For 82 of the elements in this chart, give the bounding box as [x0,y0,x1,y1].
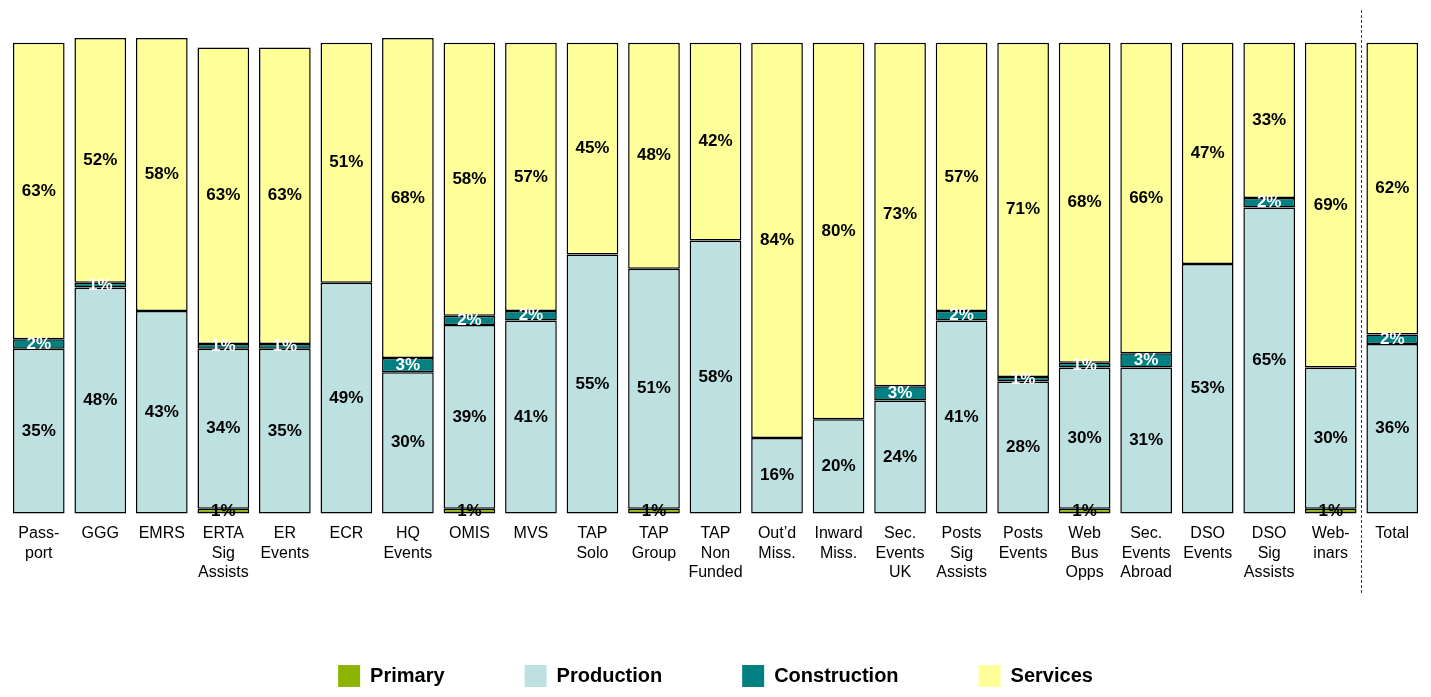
legend-label: Services [1010,663,1093,686]
legend-label: Construction [774,663,899,686]
data-label: 42% [698,131,733,151]
x-tick-label: Posts Events [998,524,1048,561]
data-label: 16% [760,465,795,485]
data-label: 65% [1252,350,1287,370]
data-label: 33% [1252,110,1287,130]
x-tick-label: HQ Events [383,524,433,561]
data-label: 49% [329,387,364,407]
data-label: 45% [575,138,610,158]
x-tick-label: Sec. Events UK [875,524,925,580]
data-label: 39% [452,406,487,426]
data-label: 47% [1190,143,1225,163]
data-label: 43% [144,401,179,421]
data-label: 63% [21,180,56,200]
x-tick-label: Web-inars [1311,524,1350,561]
data-label: 35% [21,420,56,440]
data-label: 80% [821,220,856,240]
x-tick-label: TAP Solo [576,524,609,561]
x-tick-label: Total [1375,524,1410,542]
data-label: 53% [1190,378,1225,398]
data-label: 3% [1133,350,1159,370]
data-label: 2% [1256,192,1282,212]
data-label: 2% [457,310,482,330]
data-label: 55% [575,373,610,393]
data-label: 51% [329,152,364,172]
data-label: 84% [760,230,795,250]
data-label: 41% [513,406,548,426]
x-tick-label: MVS [513,524,549,542]
data-label: 51% [636,378,671,398]
data-label: 36% [1375,418,1410,438]
data-label: 48% [83,390,118,410]
data-label: 48% [636,145,671,165]
x-tick-label: TAP Group [631,524,677,561]
x-tick-label: EMRS [138,524,185,542]
x-tick-label: Sec. Events Abroad [1120,524,1172,580]
data-label: 62% [1375,178,1410,198]
legend-label: Production [556,663,663,686]
data-label: 30% [1067,427,1102,447]
data-label: 69% [1313,194,1348,214]
data-label: 63% [206,185,241,205]
data-label: 30% [390,432,425,452]
data-label: 24% [883,446,918,466]
data-label: 2% [518,305,544,325]
legend-label: Primary [370,663,446,686]
data-label: 57% [513,166,548,186]
data-label: 71% [1006,199,1041,219]
data-label: 66% [1129,187,1164,207]
x-tick-label: Out’d Miss. [757,524,797,561]
data-label: 2% [26,333,52,353]
data-label: 68% [1067,192,1102,212]
data-label: 30% [1313,427,1348,447]
data-label: 58% [698,366,733,386]
x-tick-label: ER Events [260,524,310,561]
x-tick-label: DSO Sig Assists [1243,524,1295,580]
data-label: 68% [390,187,425,207]
data-label: 73% [883,204,918,224]
data-label: 41% [944,406,979,426]
x-tick-label: ECR [329,524,364,542]
x-tick-label: GGG [81,524,119,542]
x-tick-label: DSO Events [1183,524,1233,561]
data-label: 58% [452,168,487,188]
data-label: 31% [1129,430,1164,450]
data-label: 57% [944,166,979,186]
x-tick-label: OMIS [448,524,490,542]
data-label: 3% [395,354,421,374]
data-label: 63% [267,185,302,205]
x-tick-label: Pass-port [18,524,60,561]
x-tick-label: ERTA Sig Assists [197,524,249,580]
data-label: 34% [206,418,241,438]
data-label: 2% [1379,328,1405,348]
data-label: 52% [83,150,118,170]
x-tick-label: TAP Non Funded [688,524,743,580]
x-tick-label: Posts Sig Assists [936,524,987,580]
x-tick-label: Web Bus Opps [1065,524,1104,580]
data-label: 2% [949,305,974,325]
data-label: 3% [887,383,913,403]
data-label: 20% [821,456,856,476]
data-label: 28% [1006,437,1041,457]
data-label: 35% [267,420,302,440]
x-tick-label: Inward Miss. [814,524,863,561]
data-label: 58% [144,164,179,184]
